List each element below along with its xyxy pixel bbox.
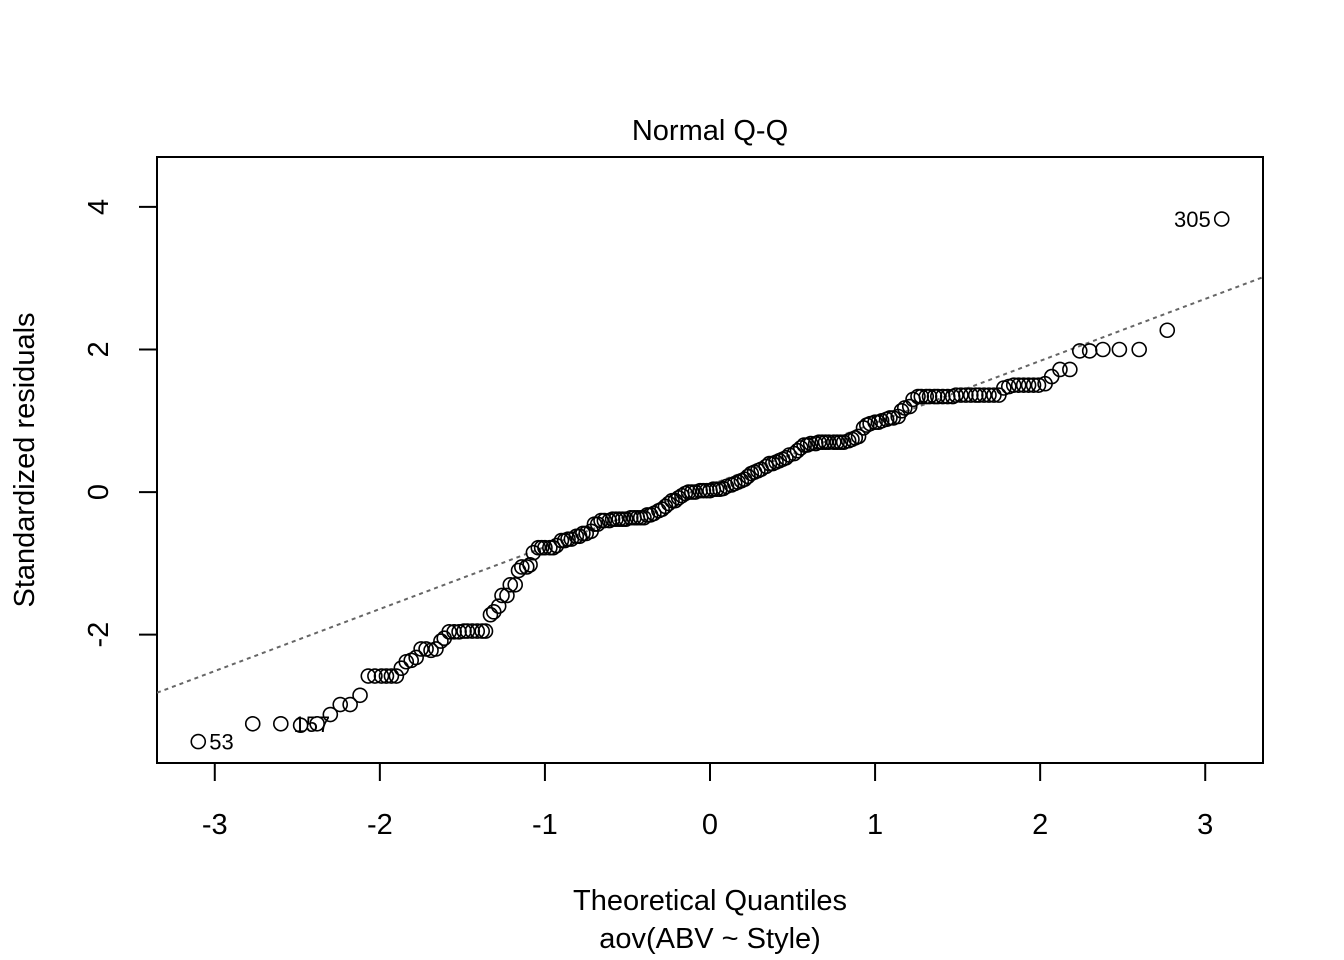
data-point	[1131, 341, 1147, 358]
point-label: 53	[209, 730, 233, 755]
y-tick-label: -2	[83, 622, 115, 648]
data-point	[1020, 377, 1037, 393]
data-point	[1005, 377, 1022, 393]
data-point	[1111, 341, 1128, 358]
data-point	[499, 587, 515, 604]
y-axis-label: Standardized residuals	[9, 312, 41, 607]
data-point	[322, 706, 339, 723]
data-point	[352, 687, 368, 704]
data-point	[485, 604, 502, 620]
data-point	[1071, 343, 1088, 359]
data-point	[469, 623, 486, 639]
data-point	[477, 623, 494, 639]
data-point	[482, 606, 499, 623]
data-point	[490, 598, 507, 614]
data-point	[1015, 377, 1032, 393]
data-point	[537, 539, 553, 556]
data-point	[383, 668, 400, 684]
x-tick-label: 2	[1032, 809, 1048, 841]
data-point	[507, 576, 524, 593]
data-point	[1010, 377, 1027, 393]
data-point	[1025, 377, 1042, 393]
data-point	[428, 641, 444, 657]
x-axis-label: Theoretical Quantiles	[573, 885, 847, 917]
data-point	[518, 559, 535, 575]
y-tick-label: 2	[83, 341, 115, 357]
y-tick-label: 4	[83, 199, 115, 215]
data-point	[976, 387, 992, 403]
data-point	[413, 641, 429, 657]
data-point	[514, 559, 530, 575]
point-label: 157	[293, 712, 330, 737]
data-point	[292, 717, 309, 734]
data-point	[1081, 343, 1098, 359]
chart-title: Normal Q-Q	[632, 115, 788, 147]
x-tick-label: 3	[1197, 809, 1213, 841]
data-point	[596, 512, 613, 529]
data-point	[408, 649, 424, 666]
data-point	[1052, 361, 1068, 378]
data-point	[953, 387, 969, 403]
x-tick-label: 0	[702, 809, 718, 841]
data-point	[244, 715, 261, 732]
data-point	[502, 576, 519, 593]
data-point	[367, 668, 383, 684]
data-point	[850, 428, 867, 445]
data-point	[1213, 211, 1230, 227]
data-point	[388, 668, 405, 684]
data-point	[1159, 322, 1176, 339]
data-point	[802, 435, 819, 452]
data-point	[441, 624, 457, 640]
plot-border	[156, 156, 1264, 764]
point-label: 305	[1174, 207, 1211, 232]
x-axis-sublabel: aov(ABV ~ Style)	[599, 923, 821, 955]
data-point	[893, 403, 910, 419]
qq-reference-line	[157, 276, 1263, 694]
point-labels: 53 157 305	[209, 207, 1210, 755]
data-point	[378, 668, 395, 684]
data-point	[309, 715, 325, 732]
data-point	[273, 715, 289, 732]
data-point	[901, 398, 918, 415]
data-point	[548, 537, 565, 554]
data-point	[1095, 341, 1111, 358]
data-point	[1062, 361, 1078, 378]
data-point	[522, 557, 538, 573]
x-tick-label: 1	[867, 809, 883, 841]
data-point	[778, 450, 794, 466]
x-tick-label: -3	[202, 809, 228, 841]
y-tick-label: 0	[83, 484, 115, 500]
data-point	[433, 633, 449, 649]
x-axis: -3 -2 -1 0 1 2 3	[202, 762, 1213, 841]
data-point	[930, 388, 946, 405]
data-point	[459, 623, 476, 639]
data-point	[373, 668, 390, 684]
plot-frame	[156, 156, 1264, 764]
data-point	[342, 696, 358, 713]
data-point	[332, 696, 349, 713]
x-tick-label: -2	[367, 809, 393, 841]
data-point	[948, 387, 964, 403]
data-point	[821, 434, 837, 450]
data-point	[971, 387, 987, 403]
data-point	[981, 387, 997, 403]
data-point	[190, 733, 207, 750]
y-axis: -2 0 2 4	[83, 199, 158, 648]
data-point	[1030, 377, 1047, 393]
data-point	[494, 587, 510, 604]
x-tick-label: -1	[532, 809, 558, 841]
data-points	[190, 211, 1230, 750]
